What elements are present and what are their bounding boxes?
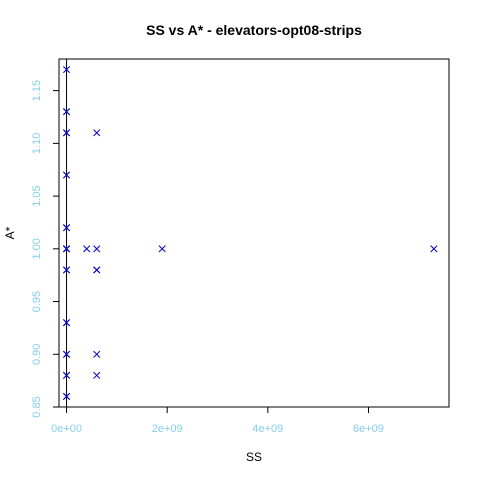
data-point — [62, 245, 71, 253]
y-tick-label: 1.05 — [31, 185, 43, 206]
x-tick-label: 0e+00 — [51, 423, 82, 435]
chart-title: SS vs A* - elevators-opt08-strips — [146, 22, 362, 38]
plot-frame — [58, 58, 450, 408]
data-point — [62, 266, 71, 274]
x-axis-title: SS — [246, 450, 262, 464]
y-tick-label: 0.85 — [31, 396, 43, 417]
y-tick-label: 1.00 — [31, 238, 43, 259]
y-axis: 0.85 0.90 0.95 1.00 1.05 1.10 1.15 — [31, 80, 59, 418]
y-tick-label: 1.10 — [31, 133, 43, 154]
data-point — [62, 108, 71, 116]
data-point — [83, 245, 91, 253]
data-point — [62, 171, 71, 179]
data-point — [62, 371, 71, 379]
data-point — [62, 392, 71, 401]
y-axis-title: A* — [3, 226, 17, 239]
y-tick-label: 0.95 — [31, 291, 43, 312]
x-tick-label: 4e+09 — [252, 423, 283, 435]
y-tick-label: 0.90 — [31, 344, 43, 365]
data-point — [93, 371, 101, 379]
data-point — [93, 245, 101, 253]
data-point — [62, 319, 71, 327]
data-points — [62, 65, 438, 401]
data-point — [158, 245, 166, 253]
data-point — [93, 129, 101, 137]
x-axis: 0e+00 2e+09 4e+09 6e+09 — [51, 407, 384, 435]
data-point — [62, 129, 71, 137]
data-point — [62, 65, 71, 74]
x-tick-label: 2e+09 — [152, 423, 183, 435]
data-point — [62, 350, 71, 358]
data-point — [430, 245, 438, 253]
data-point — [62, 224, 71, 232]
x-tick-label: 6e+09 — [353, 423, 384, 435]
data-point — [93, 350, 101, 358]
y-tick-label: 1.15 — [31, 80, 43, 101]
data-point — [93, 266, 101, 274]
